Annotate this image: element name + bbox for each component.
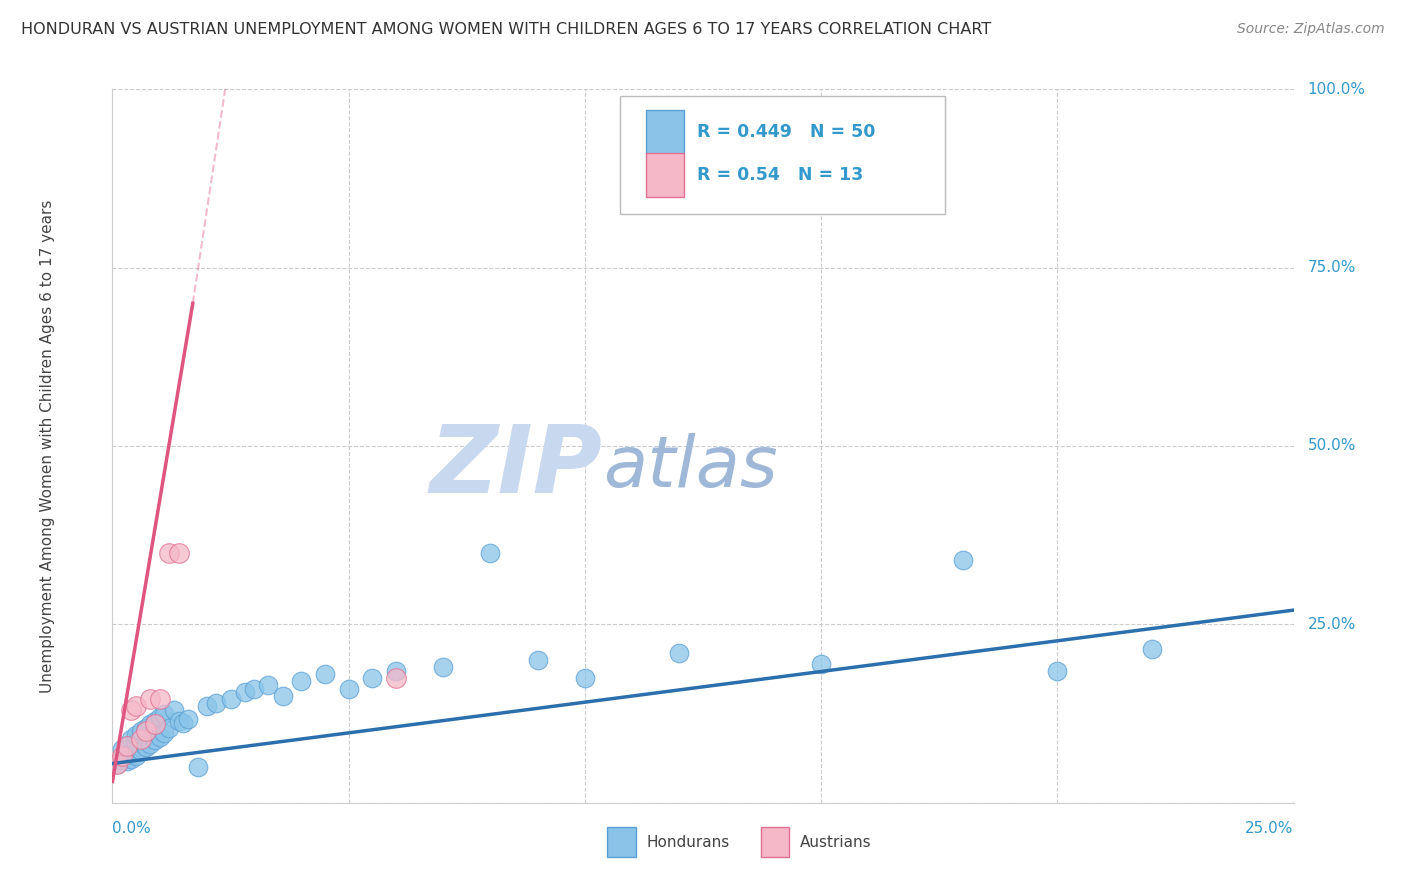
Point [952, 553, 974, 567]
Point [143, 717, 166, 731]
Text: 75.0%: 75.0% [1308, 260, 1355, 275]
Point [668, 646, 690, 660]
Point [120, 703, 142, 717]
Point [149, 730, 172, 744]
Text: 100.0%: 100.0% [1308, 82, 1365, 96]
Point [290, 674, 312, 689]
Point [432, 660, 454, 674]
FancyBboxPatch shape [761, 827, 789, 857]
Point [125, 735, 148, 749]
Point [233, 685, 256, 699]
Point [115, 755, 138, 769]
Point [243, 681, 266, 696]
Point [105, 756, 128, 771]
Point [135, 740, 157, 755]
Point [105, 756, 128, 771]
Point [337, 681, 360, 696]
Point [526, 653, 548, 667]
Point [163, 703, 186, 717]
Text: 25.0%: 25.0% [1308, 617, 1355, 632]
Point [1046, 664, 1069, 678]
Point [129, 724, 152, 739]
Text: Austrians: Austrians [800, 835, 872, 849]
Point [810, 657, 832, 671]
Point [195, 699, 218, 714]
Text: R = 0.54   N = 13: R = 0.54 N = 13 [697, 166, 863, 184]
Point [186, 760, 208, 774]
Point [157, 546, 180, 560]
Point [129, 731, 152, 746]
FancyBboxPatch shape [647, 110, 685, 154]
Point [135, 721, 157, 735]
Point [120, 746, 142, 760]
Text: Unemployment Among Women with Children Ages 6 to 17 years: Unemployment Among Women with Children A… [39, 199, 55, 693]
Point [361, 671, 384, 685]
Point [125, 749, 148, 764]
Point [120, 731, 142, 746]
Text: 0.0%: 0.0% [112, 821, 152, 836]
Text: R = 0.449   N = 50: R = 0.449 N = 50 [697, 123, 876, 141]
Text: Hondurans: Hondurans [647, 835, 730, 849]
Point [314, 667, 336, 681]
Point [219, 692, 242, 706]
Point [115, 739, 138, 753]
Point [167, 714, 190, 728]
Point [177, 712, 200, 726]
Text: ZIP: ZIP [430, 421, 603, 514]
Point [139, 692, 162, 706]
Point [479, 546, 502, 560]
Point [111, 749, 134, 764]
Text: atlas: atlas [603, 433, 778, 502]
FancyBboxPatch shape [607, 827, 636, 857]
Point [129, 744, 152, 758]
FancyBboxPatch shape [620, 96, 945, 214]
Point [153, 706, 176, 721]
Point [167, 546, 190, 560]
Point [257, 678, 280, 692]
Point [125, 728, 148, 742]
Point [111, 753, 134, 767]
Point [157, 721, 180, 735]
Point [125, 699, 148, 714]
Point [153, 726, 176, 740]
Text: 50.0%: 50.0% [1308, 439, 1355, 453]
Point [385, 671, 408, 685]
Point [172, 715, 194, 730]
Point [149, 710, 172, 724]
Point [120, 751, 142, 765]
Point [574, 671, 596, 685]
Point [271, 689, 294, 703]
Point [111, 742, 134, 756]
Point [143, 733, 166, 747]
Point [139, 737, 162, 751]
Point [385, 664, 408, 678]
Point [1140, 642, 1163, 657]
Text: Source: ZipAtlas.com: Source: ZipAtlas.com [1237, 22, 1385, 37]
Point [149, 692, 172, 706]
Point [139, 717, 162, 731]
Point [205, 696, 228, 710]
FancyBboxPatch shape [647, 153, 685, 197]
Point [115, 739, 138, 753]
Text: HONDURAN VS AUSTRIAN UNEMPLOYMENT AMONG WOMEN WITH CHILDREN AGES 6 TO 17 YEARS C: HONDURAN VS AUSTRIAN UNEMPLOYMENT AMONG … [21, 22, 991, 37]
Point [143, 714, 166, 728]
Point [135, 724, 157, 739]
Text: 25.0%: 25.0% [1246, 821, 1294, 836]
